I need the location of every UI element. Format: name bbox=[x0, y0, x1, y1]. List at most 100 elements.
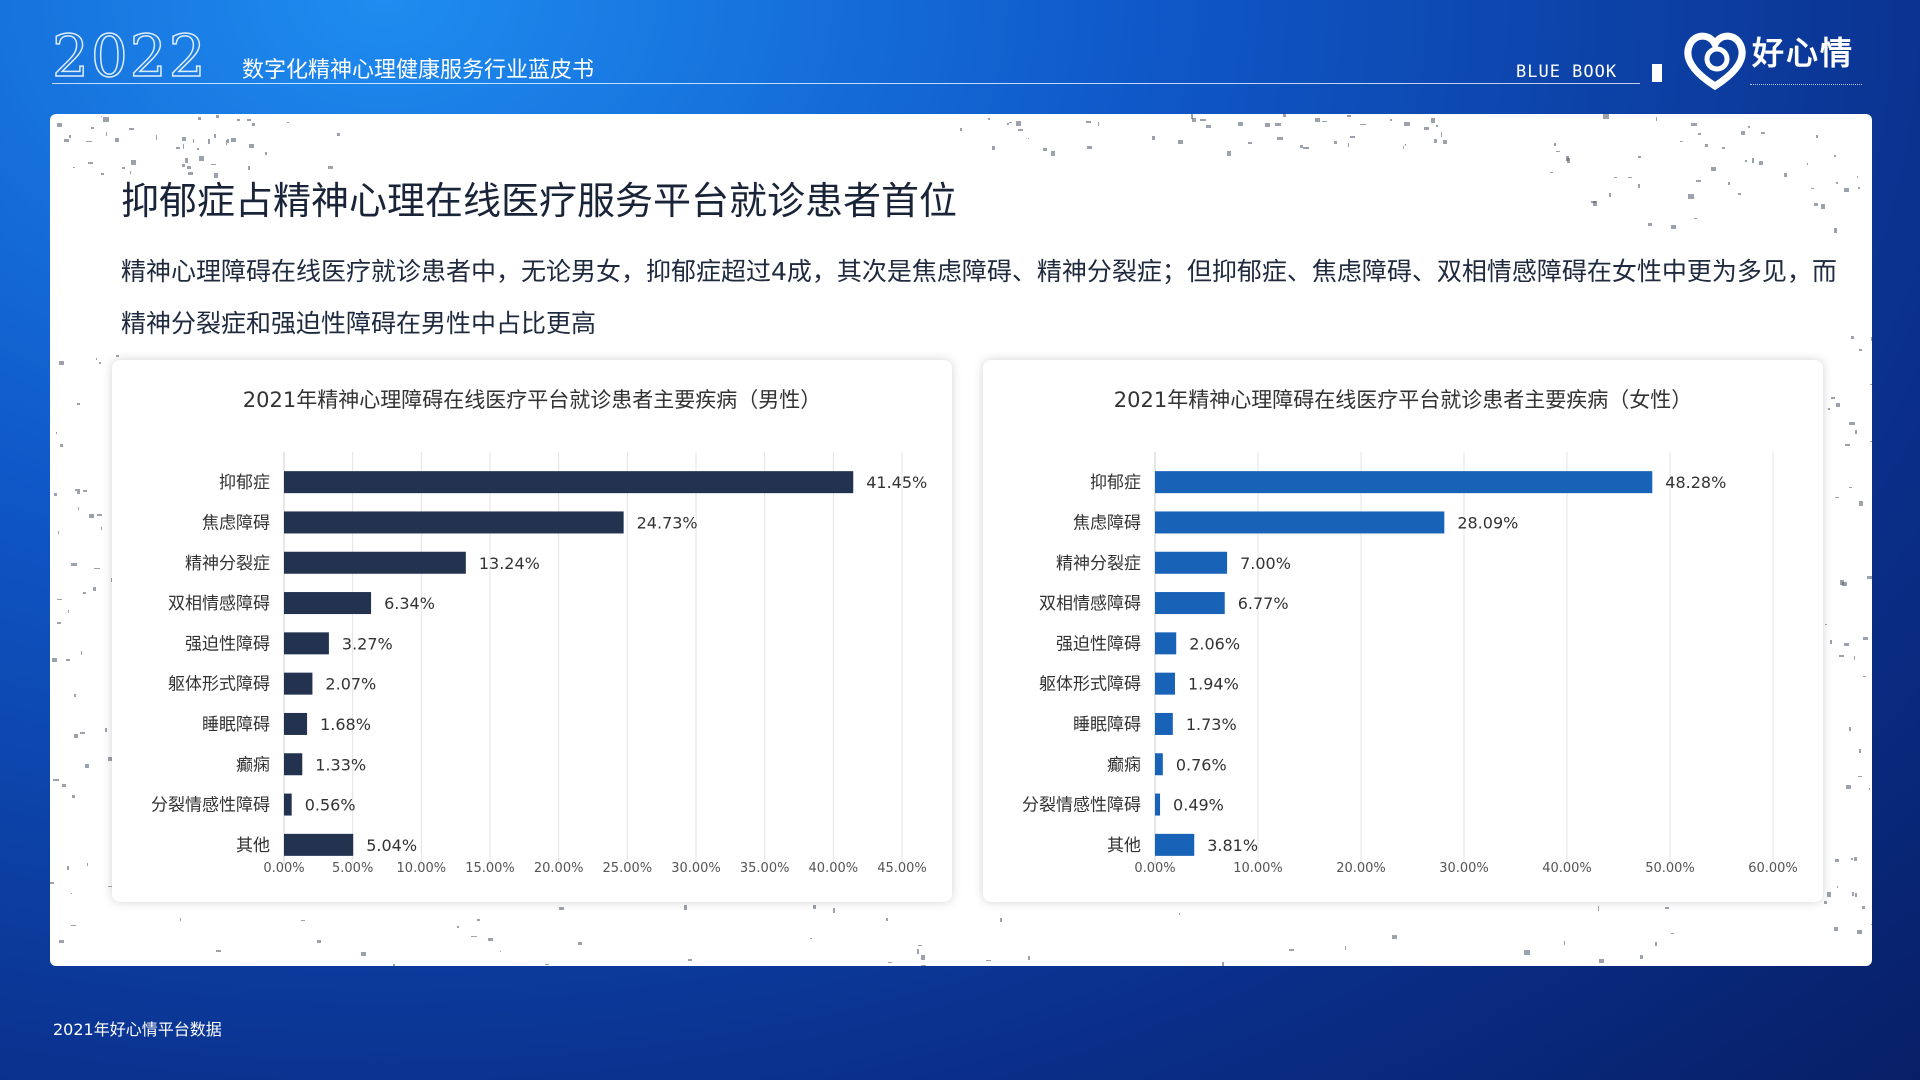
texture-speck bbox=[1698, 132, 1702, 136]
bar bbox=[284, 592, 372, 615]
texture-speck bbox=[187, 172, 193, 175]
texture-speck bbox=[1815, 135, 1819, 139]
texture-speck bbox=[104, 728, 107, 733]
header-divider bbox=[52, 83, 1640, 84]
texture-speck bbox=[73, 166, 75, 169]
category-label: 双相情感障碍 bbox=[168, 594, 270, 614]
texture-speck bbox=[1693, 217, 1698, 219]
texture-speck bbox=[1315, 118, 1321, 123]
texture-speck bbox=[247, 118, 251, 121]
texture-speck bbox=[1434, 138, 1438, 143]
category-label: 睡眠障碍 bbox=[1073, 715, 1141, 735]
texture-speck bbox=[1592, 200, 1597, 206]
texture-speck bbox=[226, 138, 230, 143]
texture-speck bbox=[920, 954, 925, 960]
texture-speck bbox=[1784, 173, 1787, 177]
texture-speck bbox=[1086, 146, 1092, 150]
bar bbox=[1155, 551, 1228, 574]
texture-speck bbox=[578, 942, 582, 946]
texture-speck bbox=[477, 919, 481, 922]
texture-speck bbox=[199, 156, 205, 161]
texture-speck bbox=[1027, 956, 1031, 960]
texture-speck bbox=[1614, 177, 1617, 179]
texture-speck bbox=[75, 489, 78, 491]
texture-speck bbox=[1333, 140, 1338, 144]
texture-speck bbox=[488, 937, 493, 941]
texture-speck bbox=[1603, 114, 1609, 120]
texture-speck bbox=[1849, 726, 1852, 732]
texture-speck bbox=[1857, 775, 1863, 778]
texture-speck bbox=[1664, 906, 1670, 909]
x-tick-label: 0.00% bbox=[263, 861, 304, 876]
texture-speck bbox=[1191, 114, 1193, 119]
bar bbox=[284, 793, 292, 816]
texture-speck bbox=[216, 115, 219, 118]
texture-speck bbox=[959, 127, 962, 131]
texture-speck bbox=[1834, 496, 1839, 498]
data-label: 1.94% bbox=[1188, 675, 1239, 694]
texture-speck bbox=[920, 964, 927, 966]
texture-speck bbox=[1830, 640, 1832, 644]
texture-speck bbox=[1833, 926, 1839, 932]
texture-speck bbox=[1192, 118, 1196, 123]
category-label: 双相情感障碍 bbox=[1039, 594, 1141, 614]
texture-speck bbox=[181, 136, 186, 142]
texture-speck bbox=[1833, 227, 1837, 233]
texture-speck bbox=[1854, 857, 1857, 861]
texture-speck bbox=[985, 960, 992, 962]
x-tick-label: 5.00% bbox=[332, 861, 373, 876]
texture-speck bbox=[809, 937, 812, 940]
data-label: 1.73% bbox=[1186, 715, 1237, 734]
texture-speck bbox=[1679, 140, 1683, 142]
texture-speck bbox=[86, 140, 92, 143]
texture-speck bbox=[1688, 194, 1695, 199]
texture-speck bbox=[1086, 121, 1092, 124]
texture-speck bbox=[108, 757, 113, 761]
texture-speck bbox=[100, 526, 102, 530]
texture-speck bbox=[471, 935, 478, 937]
texture-speck bbox=[108, 885, 113, 888]
texture-speck bbox=[1828, 408, 1830, 410]
texture-speck bbox=[1151, 135, 1155, 140]
texture-speck bbox=[1870, 924, 1872, 926]
bar bbox=[1155, 833, 1195, 856]
texture-speck bbox=[393, 963, 396, 966]
category-label: 躯体形式障碍 bbox=[168, 675, 270, 695]
texture-speck bbox=[1845, 785, 1852, 789]
texture-speck bbox=[61, 783, 66, 788]
texture-speck bbox=[1836, 182, 1838, 184]
texture-speck bbox=[1721, 147, 1725, 150]
category-label: 强迫性障碍 bbox=[185, 634, 270, 654]
texture-speck bbox=[55, 431, 58, 434]
texture-speck bbox=[1390, 119, 1392, 121]
category-label: 精神分裂症 bbox=[1056, 554, 1141, 574]
x-tick-label: 10.00% bbox=[1233, 861, 1283, 876]
texture-speck bbox=[1695, 180, 1702, 182]
texture-speck bbox=[175, 147, 181, 150]
texture-speck bbox=[918, 944, 923, 947]
texture-speck bbox=[213, 173, 218, 178]
page-subtitle: 精神心理障碍在线医疗就诊患者中，无论男女，抑郁症超过4成，其次是焦虑障碍、精神分… bbox=[121, 257, 1837, 338]
texture-speck bbox=[1870, 383, 1872, 386]
texture-speck bbox=[916, 948, 920, 954]
texture-speck bbox=[121, 167, 125, 169]
texture-speck bbox=[89, 513, 95, 518]
bar bbox=[1155, 712, 1173, 735]
header-mark bbox=[1652, 64, 1662, 82]
texture-speck bbox=[1670, 224, 1676, 230]
x-tick-label: 35.00% bbox=[740, 861, 790, 876]
data-label: 2.06% bbox=[1189, 634, 1240, 653]
texture-speck bbox=[1638, 184, 1641, 189]
data-label: 48.28% bbox=[1665, 473, 1726, 492]
texture-speck bbox=[1848, 486, 1852, 489]
texture-speck bbox=[101, 173, 105, 176]
texture-speck bbox=[94, 568, 100, 570]
texture-speck bbox=[1839, 655, 1844, 657]
texture-speck bbox=[130, 171, 132, 174]
texture-speck bbox=[1827, 892, 1832, 898]
texture-speck bbox=[1862, 906, 1866, 910]
category-label: 癫痫 bbox=[1107, 755, 1141, 775]
data-label: 0.76% bbox=[1176, 755, 1227, 774]
texture-speck bbox=[1391, 934, 1398, 939]
texture-speck bbox=[1627, 176, 1632, 179]
